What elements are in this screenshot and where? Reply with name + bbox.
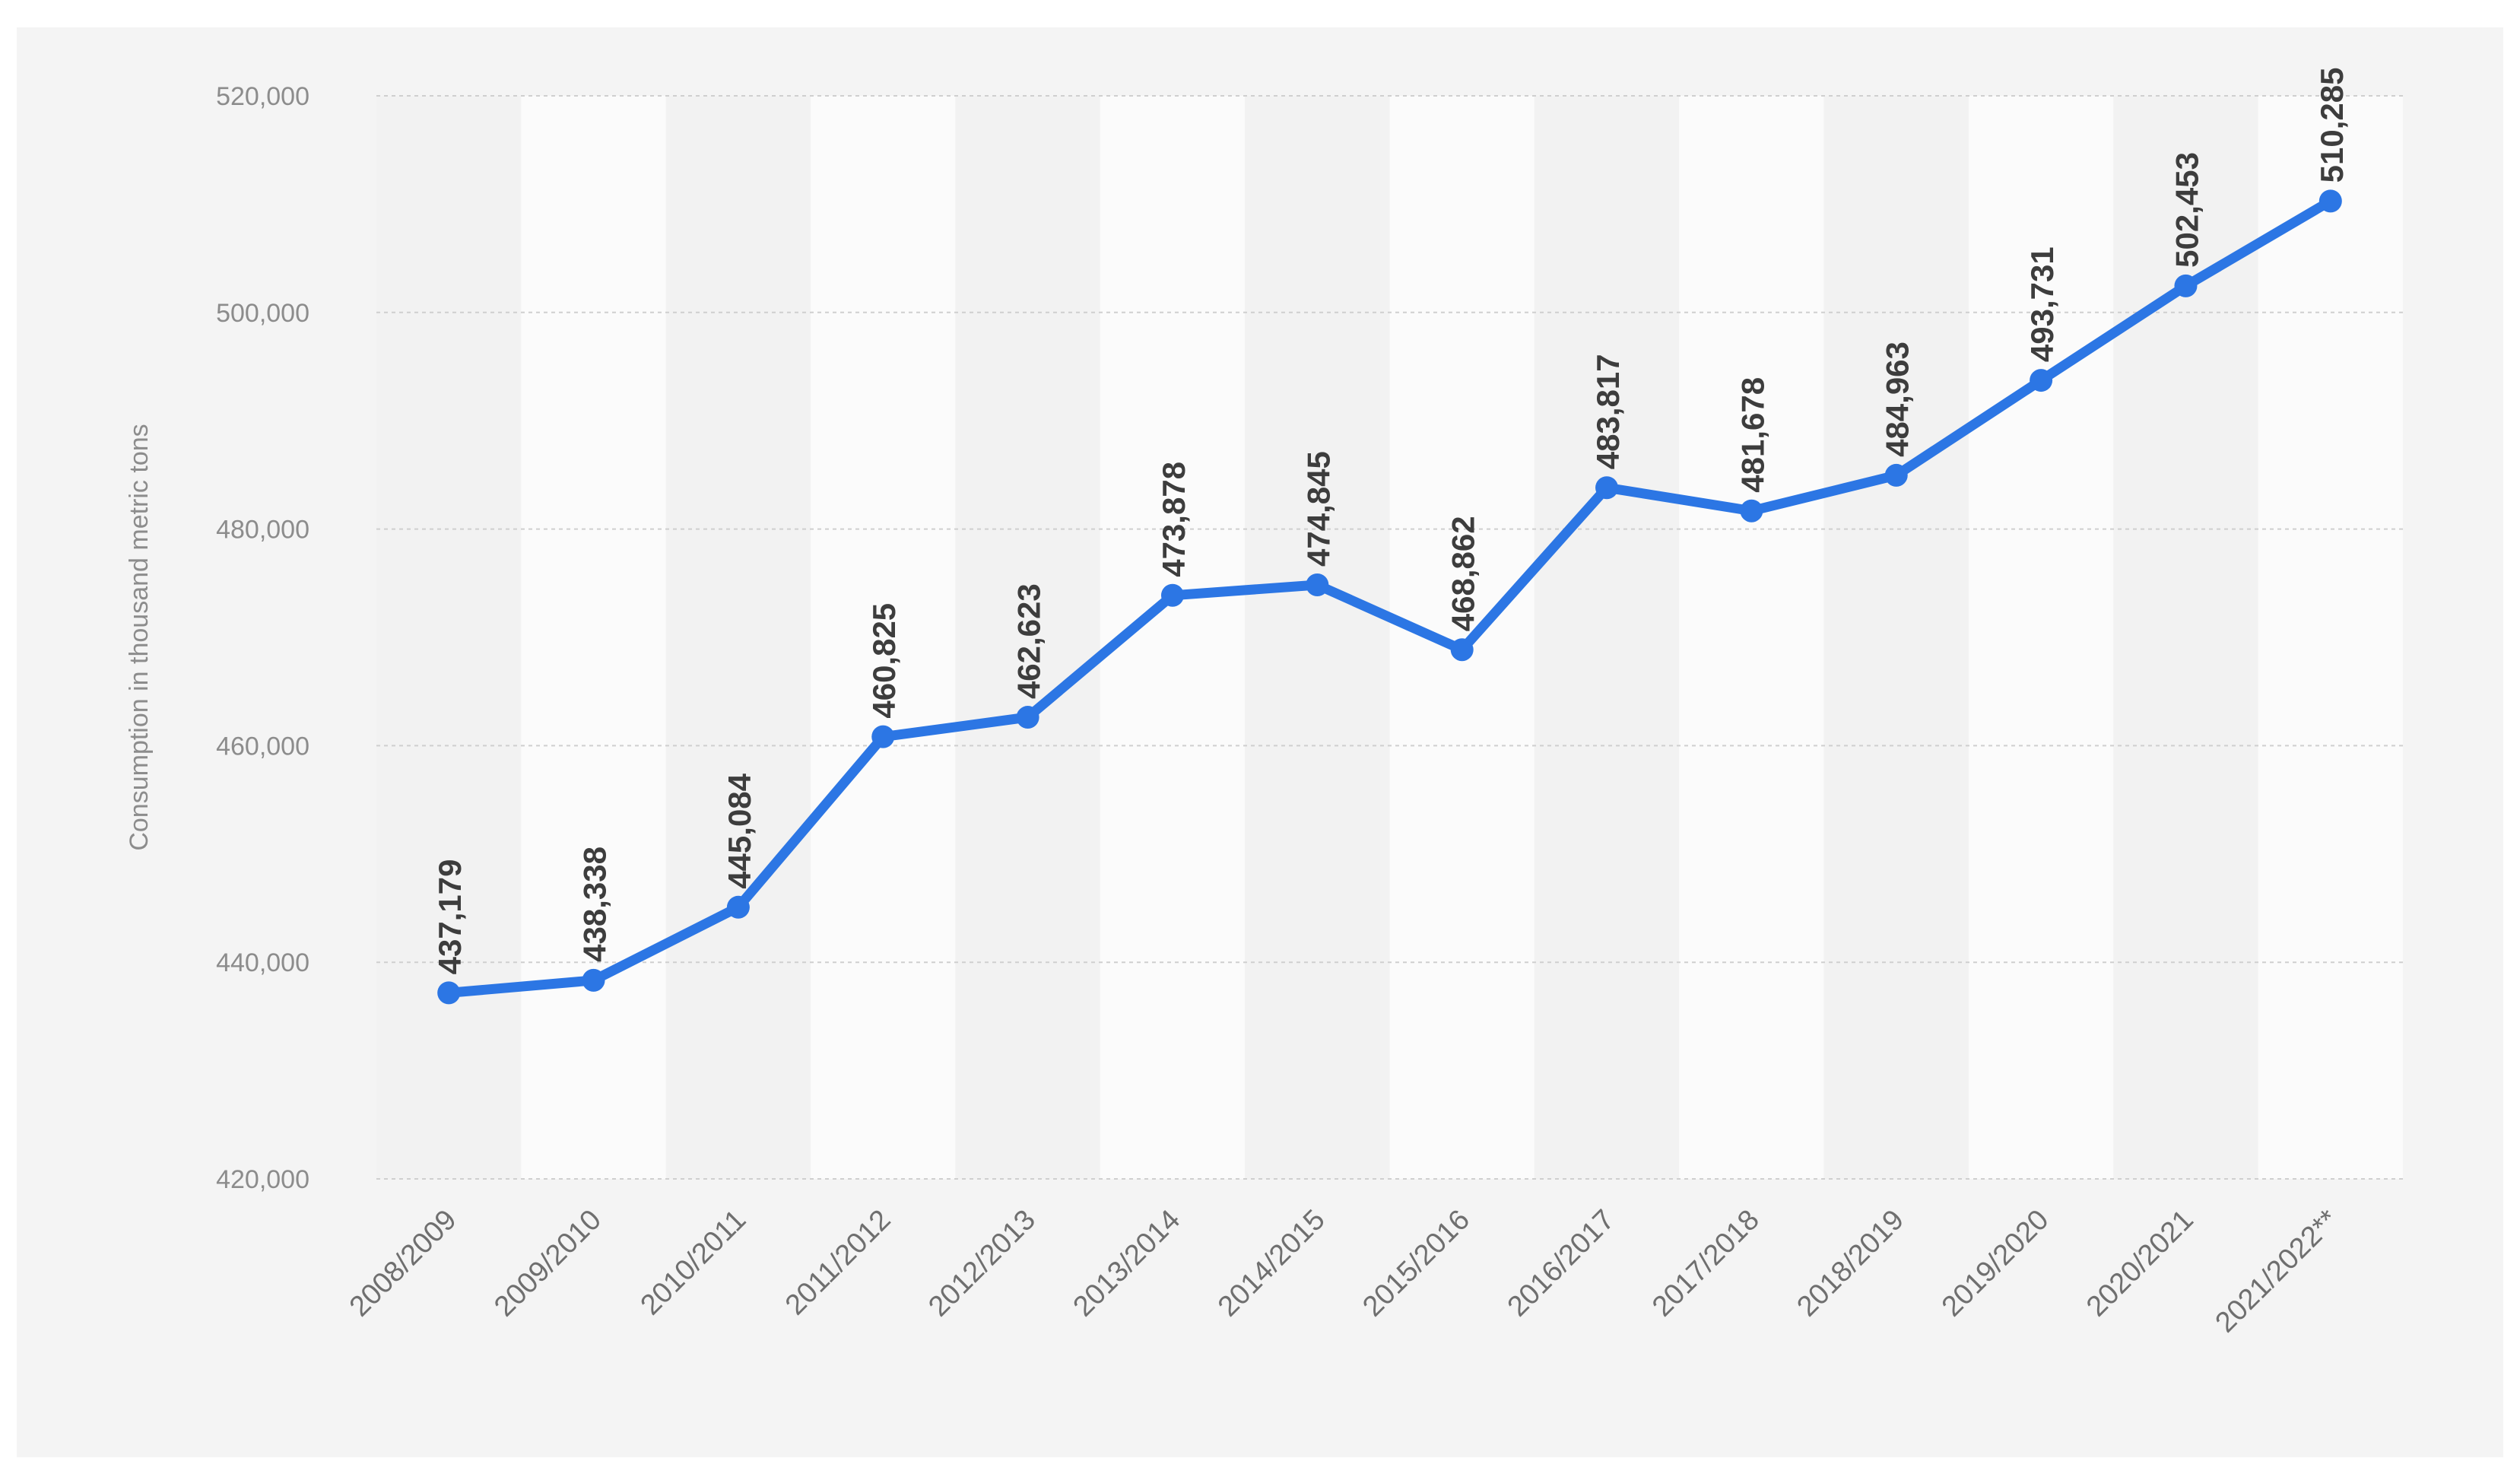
column-band bbox=[1679, 96, 1824, 1179]
y-tick-label: 500,000 bbox=[216, 299, 309, 328]
data-labels: 437,179 438,338 445,084 460,825 462,623 473,8… bbox=[432, 68, 2350, 975]
x-tick-label: 2016/2017 bbox=[1502, 1204, 1621, 1323]
x-tick-label: 2009/2010 bbox=[488, 1204, 608, 1323]
x-tick-label: 2018/2019 bbox=[1791, 1204, 1910, 1323]
data-label: 510,285 bbox=[2314, 68, 2350, 183]
data-label: 437,179 bbox=[432, 859, 468, 975]
data-label: 483,817 bbox=[1590, 354, 1626, 469]
data-point bbox=[1160, 583, 1184, 607]
data-label: 502,453 bbox=[2169, 152, 2204, 268]
column-band bbox=[1968, 96, 2114, 1179]
column-band bbox=[811, 96, 956, 1179]
data-label: 445,084 bbox=[722, 773, 757, 888]
data-point bbox=[1306, 573, 1329, 597]
x-tick-label: 2014/2015 bbox=[1212, 1204, 1331, 1323]
data-point bbox=[582, 968, 605, 992]
column-band bbox=[1389, 96, 1535, 1179]
data-label: 481,678 bbox=[1734, 377, 1770, 493]
y-axis-title: Consumption in thousand metric tons bbox=[125, 424, 154, 850]
column-band bbox=[376, 96, 522, 1179]
column-band bbox=[955, 96, 1100, 1179]
x-axis-ticks: 2008/2009 2009/2010 2010/2011 2011/2012 2012… bbox=[344, 1204, 2345, 1339]
data-point bbox=[2174, 274, 2198, 297]
x-tick-label: 2017/2018 bbox=[1646, 1204, 1766, 1323]
column-band bbox=[2258, 96, 2403, 1179]
data-point bbox=[437, 981, 461, 1005]
x-tick-label: 2021/2022** bbox=[2210, 1204, 2345, 1339]
data-point bbox=[2318, 189, 2342, 213]
data-point bbox=[2030, 369, 2053, 392]
data-point bbox=[1450, 638, 1474, 662]
x-tick-label: 2012/2013 bbox=[922, 1204, 1042, 1323]
chart-panel: 420,000 440,000 460,000 480,000 500,000 520,0… bbox=[17, 27, 2503, 1457]
data-label: 462,623 bbox=[1011, 583, 1047, 699]
y-tick-label: 480,000 bbox=[216, 516, 309, 545]
y-tick-label: 440,000 bbox=[216, 948, 309, 977]
column-band bbox=[665, 96, 811, 1179]
data-label: 460,825 bbox=[866, 603, 902, 719]
data-point bbox=[1595, 476, 1619, 500]
y-tick-label: 420,000 bbox=[216, 1165, 309, 1194]
line-chart: 420,000 440,000 460,000 480,000 500,000 520,0… bbox=[125, 68, 2403, 1339]
data-point bbox=[1740, 499, 1763, 523]
data-label: 438,338 bbox=[577, 847, 613, 962]
column-band bbox=[1534, 96, 1680, 1179]
y-tick-label: 460,000 bbox=[216, 732, 309, 761]
x-tick-label: 2008/2009 bbox=[344, 1204, 463, 1323]
x-tick-label: 2013/2014 bbox=[1068, 1204, 1187, 1323]
data-label: 474,845 bbox=[1300, 451, 1336, 567]
x-tick-label: 2015/2016 bbox=[1357, 1204, 1476, 1323]
data-point bbox=[871, 725, 895, 748]
y-tick-label: 520,000 bbox=[216, 82, 309, 111]
column-band bbox=[521, 96, 666, 1179]
data-label: 493,731 bbox=[2024, 246, 2060, 362]
series-line bbox=[443, 195, 2336, 998]
data-points bbox=[437, 189, 2342, 1005]
data-label: 468,862 bbox=[1446, 516, 1481, 631]
gridlines bbox=[376, 95, 2403, 1180]
x-tick-label: 2010/2011 bbox=[635, 1204, 753, 1322]
column-band bbox=[1823, 96, 1969, 1179]
x-tick-label: 2020/2021 bbox=[2080, 1204, 2200, 1323]
column-band bbox=[1245, 96, 1390, 1179]
column-bands bbox=[376, 96, 2403, 1179]
x-tick-label: 2019/2020 bbox=[1936, 1204, 2055, 1323]
data-point bbox=[726, 895, 750, 919]
data-label: 473,878 bbox=[1156, 462, 1192, 577]
y-axis-ticks: 420,000 440,000 460,000 480,000 500,000 520,0… bbox=[216, 82, 309, 1194]
x-tick-label: 2011/2012 bbox=[779, 1204, 897, 1322]
data-label: 484,963 bbox=[1880, 341, 1915, 457]
data-point bbox=[1884, 463, 1908, 487]
data-point bbox=[1016, 706, 1039, 729]
